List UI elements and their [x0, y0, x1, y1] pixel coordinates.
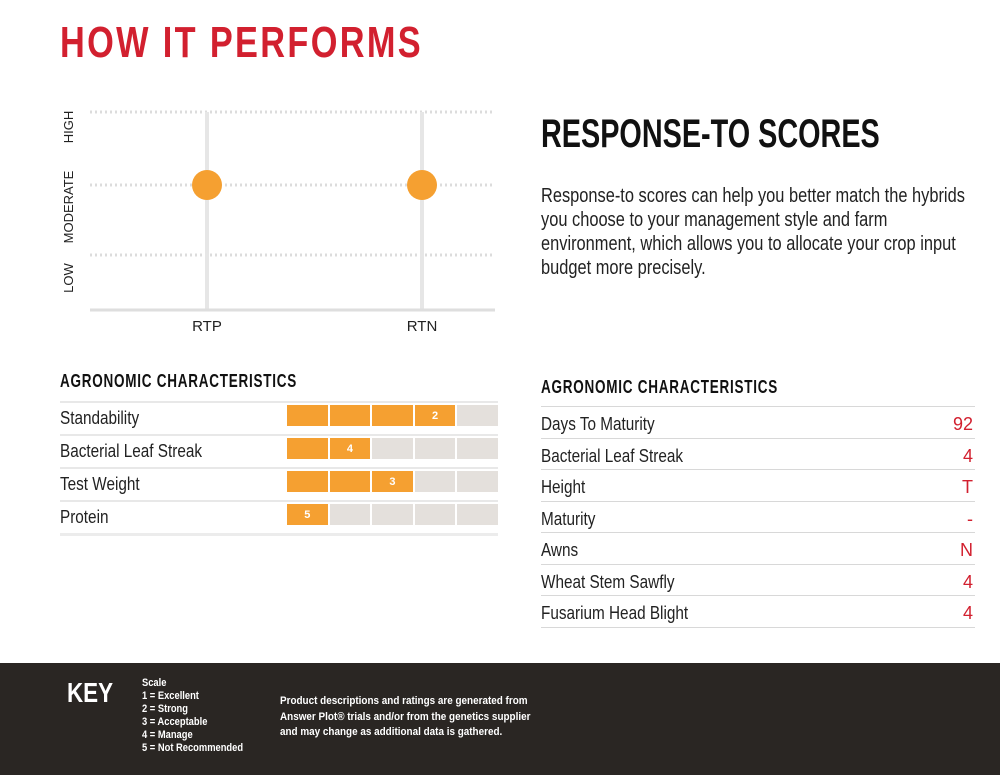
score-bar-segment-filled	[287, 405, 328, 426]
scale-item: 2 = Strong	[142, 703, 188, 715]
response-scores-title: RESPONSE-TO SCORES	[541, 112, 880, 156]
score-bar-segment-filled	[287, 471, 328, 492]
characteristic-row: Bacterial Leaf Streak 4	[541, 437, 975, 470]
characteristic-label: Height	[541, 477, 586, 497]
scale-title: Scale	[142, 677, 167, 689]
agronomic-value-table: Days To Maturity 92 Bacterial Leaf Streak 4…	[541, 406, 975, 628]
score-bar-segment-empty	[329, 504, 371, 525]
characteristic-row: Days To Maturity 92	[541, 406, 975, 438]
characteristic-value: T	[962, 477, 973, 497]
characteristic-label: Wheat Stem Sawfly	[541, 571, 675, 592]
score-row: Bacterial Leaf Streak 4	[60, 434, 498, 467]
score-value: 5	[304, 508, 311, 521]
score-bar-segment-filled	[372, 405, 413, 426]
score-row: Protein 5	[60, 500, 498, 536]
y-level-label: LOW	[61, 262, 76, 292]
characteristic-value: 92	[952, 414, 973, 434]
score-bar-segment-empty	[457, 438, 498, 459]
score-bar: 5	[287, 504, 498, 525]
score-bar-segment-empty	[457, 405, 498, 426]
score-bar-segment-filled: 3	[372, 471, 413, 492]
characteristic-label: Bacterial Leaf Streak	[541, 445, 684, 466]
y-level-label: MODERATE	[61, 170, 76, 243]
score-bar-segment-filled: 5	[287, 504, 328, 525]
characteristic-row: Awns N	[541, 532, 975, 564]
disclaimer-text: Product descriptions and ratings are gen…	[280, 695, 531, 738]
response-chart: LOW MODERATE HIGH RTP RTN	[61, 110, 495, 335]
score-bar-segment-filled: 2	[414, 405, 456, 426]
score-bar-segment-filled	[329, 405, 371, 426]
score-row-label: Test Weight	[60, 474, 140, 494]
key-label: KEY	[67, 677, 114, 708]
score-row: Test Weight 3	[60, 467, 498, 500]
score-value: 3	[389, 475, 396, 488]
score-bar: 3	[287, 471, 498, 492]
characteristic-value: 4	[962, 445, 973, 466]
characteristic-label: Days To Maturity	[541, 414, 655, 434]
characteristic-row: Wheat Stem Sawfly 4	[541, 563, 975, 596]
response-scores-description: Response-to scores can help you better m…	[541, 185, 965, 279]
characteristic-row: Height T	[541, 469, 975, 501]
score-bar: 2	[287, 405, 498, 426]
y-level-label: HIGH	[61, 111, 76, 144]
characteristic-value: 4	[962, 603, 973, 623]
characteristic-value: -	[967, 508, 973, 529]
page-title: HOW IT PERFORMS	[60, 18, 424, 67]
scale-item: 5 = Not Recommended	[142, 742, 244, 754]
score-bar: 4	[287, 438, 498, 459]
score-row-label: Bacterial Leaf Streak	[60, 441, 203, 461]
scale-item: 1 = Excellent	[142, 690, 199, 702]
data-point-rtp	[192, 170, 222, 200]
score-bar-segment-empty	[414, 471, 456, 492]
characteristic-value: 4	[962, 571, 973, 592]
score-bar-segment-filled	[287, 438, 328, 459]
characteristic-label: Maturity	[541, 508, 596, 529]
characteristic-row: Fusarium Head Blight 4	[541, 595, 975, 628]
x-tick-label: RTP	[192, 318, 222, 335]
score-bar-segment-filled	[329, 471, 371, 492]
score-bar-segment-filled: 4	[329, 438, 371, 459]
score-row-label: Standability	[60, 408, 140, 428]
characteristic-row: Maturity -	[541, 500, 975, 533]
score-row-label: Protein	[60, 507, 109, 527]
score-value: 2	[432, 409, 439, 422]
score-bar-segment-empty	[414, 438, 456, 459]
characteristic-value: N	[960, 540, 973, 560]
characteristic-label: Fusarium Head Blight	[541, 603, 689, 623]
left-table-heading: AGRONOMIC CHARACTERISTICS	[60, 371, 297, 391]
score-bar-segment-empty	[372, 438, 413, 459]
score-row: Standability 2	[60, 401, 498, 434]
scale-legend: Scale 1 = Excellent 2 = Strong 3 = Accep…	[142, 677, 243, 755]
score-bar-segment-empty	[372, 504, 413, 525]
right-table-heading: AGRONOMIC CHARACTERISTICS	[541, 377, 778, 397]
score-bar-segment-empty	[457, 504, 498, 525]
characteristic-label: Awns	[541, 540, 579, 560]
score-bar-segment-empty	[457, 471, 498, 492]
x-tick-label: RTN	[407, 318, 438, 335]
scale-item: 3 = Acceptable	[142, 716, 208, 728]
data-point-rtn	[407, 170, 437, 200]
footer: KEY Scale 1 = Excellent 2 = Strong 3 = A…	[0, 663, 1000, 775]
agronomic-score-table: Standability 2 Bacterial Leaf Streak 4 Test …	[60, 401, 498, 536]
score-bar-segment-empty	[414, 504, 456, 525]
score-value: 4	[346, 442, 353, 455]
scale-item: 4 = Manage	[142, 729, 193, 741]
